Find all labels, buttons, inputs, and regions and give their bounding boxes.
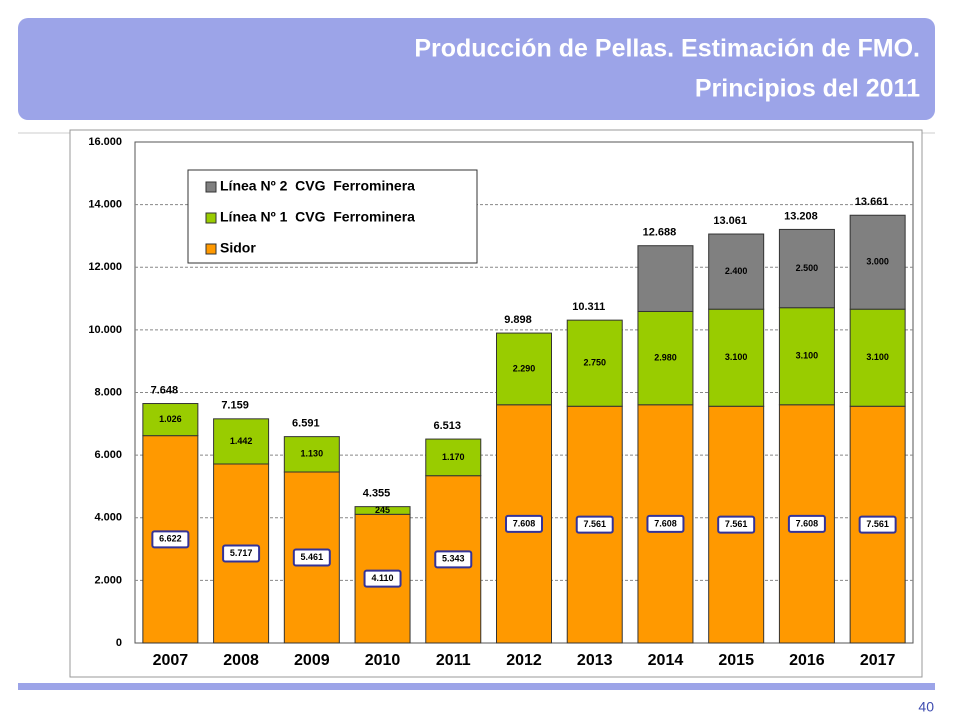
- legend-label: Sidor: [220, 240, 256, 256]
- label-box: [787, 514, 826, 533]
- label-box: [717, 515, 756, 534]
- bar-segment: [708, 308, 765, 407]
- value-label: 3.100: [796, 351, 819, 361]
- value-label: 7.561: [725, 519, 748, 529]
- page-number: 40: [918, 699, 934, 715]
- label-box: [434, 550, 473, 569]
- y-tick-label: 0: [116, 637, 122, 649]
- value-label: 1.130: [301, 449, 324, 459]
- x-tick-label: 2017: [860, 652, 896, 669]
- value-label: 7.561: [866, 519, 889, 529]
- label-box: [292, 548, 331, 567]
- value-label: 7.608: [513, 518, 536, 528]
- total-label: 13.661: [855, 196, 889, 208]
- bar-segment: [778, 228, 835, 309]
- label-box: [646, 514, 685, 533]
- total-label: 13.061: [713, 215, 747, 227]
- value-label: 7.608: [796, 518, 819, 528]
- label-box: [222, 544, 261, 563]
- header-band: [18, 18, 935, 120]
- y-tick-label: 8.000: [94, 386, 122, 398]
- legend-label: Línea Nº 2 CVG Ferrominera: [220, 178, 415, 194]
- label-box: [505, 514, 543, 533]
- footer-band: [18, 683, 935, 690]
- value-label: 2.400: [725, 266, 748, 276]
- bar-segment: [425, 438, 482, 477]
- value-label: 4.110: [372, 573, 394, 583]
- bar-segment: [213, 418, 270, 465]
- x-tick-label: 2008: [223, 652, 259, 669]
- x-tick-label: 2016: [789, 652, 825, 669]
- value-label: 245: [375, 505, 390, 515]
- legend-swatch: [205, 243, 217, 255]
- value-label: 7.561: [583, 519, 606, 529]
- value-label: 1.442: [230, 436, 253, 446]
- x-tick-label: 2015: [718, 652, 754, 669]
- label-box: [363, 569, 402, 588]
- value-label: 3.100: [866, 352, 889, 362]
- total-label: 9.898: [504, 314, 532, 326]
- value-label: 2.750: [583, 358, 606, 368]
- x-tick-label: 2010: [365, 652, 401, 669]
- y-tick-label: 2.000: [94, 574, 122, 586]
- bar-segment: [849, 214, 906, 310]
- total-label: 7.648: [151, 384, 179, 396]
- value-label: 7.608: [654, 518, 677, 528]
- total-label: 13.208: [784, 210, 818, 222]
- y-tick-label: 10.000: [88, 324, 122, 336]
- value-label: 5.461: [301, 552, 324, 562]
- value-label: 5.717: [230, 548, 253, 558]
- value-label: 6.622: [159, 534, 182, 544]
- x-tick-label: 2014: [648, 652, 684, 669]
- title-line2: Principios del 2011: [695, 75, 920, 103]
- bar-segment: [354, 506, 411, 515]
- value-label: 3.100: [725, 352, 748, 362]
- value-label: 2.500: [796, 263, 819, 273]
- x-tick-label: 2012: [506, 652, 542, 669]
- total-label: 7.159: [221, 400, 249, 412]
- x-tick-label: 2013: [577, 652, 613, 669]
- x-tick-label: 2011: [436, 652, 471, 669]
- x-tick-label: 2007: [153, 652, 189, 669]
- total-label: 10.311: [572, 301, 605, 313]
- total-label: 6.591: [292, 418, 320, 430]
- y-tick-label: 12.000: [88, 261, 122, 273]
- total-label: 6.513: [434, 420, 462, 432]
- label-box: [575, 515, 614, 534]
- total-label: 4.355: [363, 488, 391, 500]
- label-box: [151, 530, 190, 549]
- value-label: 2.980: [654, 352, 677, 362]
- legend-swatch: [205, 212, 217, 224]
- title-line1: Producción de Pellas. Estimación de FMO.: [414, 35, 920, 63]
- bar-segment: [566, 319, 623, 407]
- value-label: 5.343: [442, 554, 465, 564]
- legend-swatch: [205, 181, 217, 193]
- bar-segment: [142, 403, 199, 437]
- bar-segment: [778, 307, 835, 406]
- bar-segment: [496, 332, 552, 406]
- legend-label: Línea Nº 1 CVG Ferrominera: [220, 209, 415, 225]
- value-label: 3.000: [866, 257, 889, 267]
- y-tick-label: 6.000: [94, 449, 122, 461]
- bar-segment: [637, 245, 694, 312]
- total-label: 12.688: [643, 227, 677, 239]
- x-tick-label: 2009: [294, 652, 330, 669]
- value-label: 1.170: [442, 452, 465, 462]
- value-label: 1.026: [159, 414, 182, 424]
- y-tick-label: 16.000: [88, 136, 122, 148]
- y-tick-label: 4.000: [94, 512, 122, 524]
- bar-segment: [708, 233, 765, 310]
- y-tick-label: 14.000: [88, 199, 122, 211]
- label-box: [858, 515, 897, 534]
- legend-box: [187, 169, 478, 264]
- bar-segment: [283, 436, 340, 473]
- bar-segment: [637, 310, 694, 406]
- value-label: 2.290: [513, 363, 536, 373]
